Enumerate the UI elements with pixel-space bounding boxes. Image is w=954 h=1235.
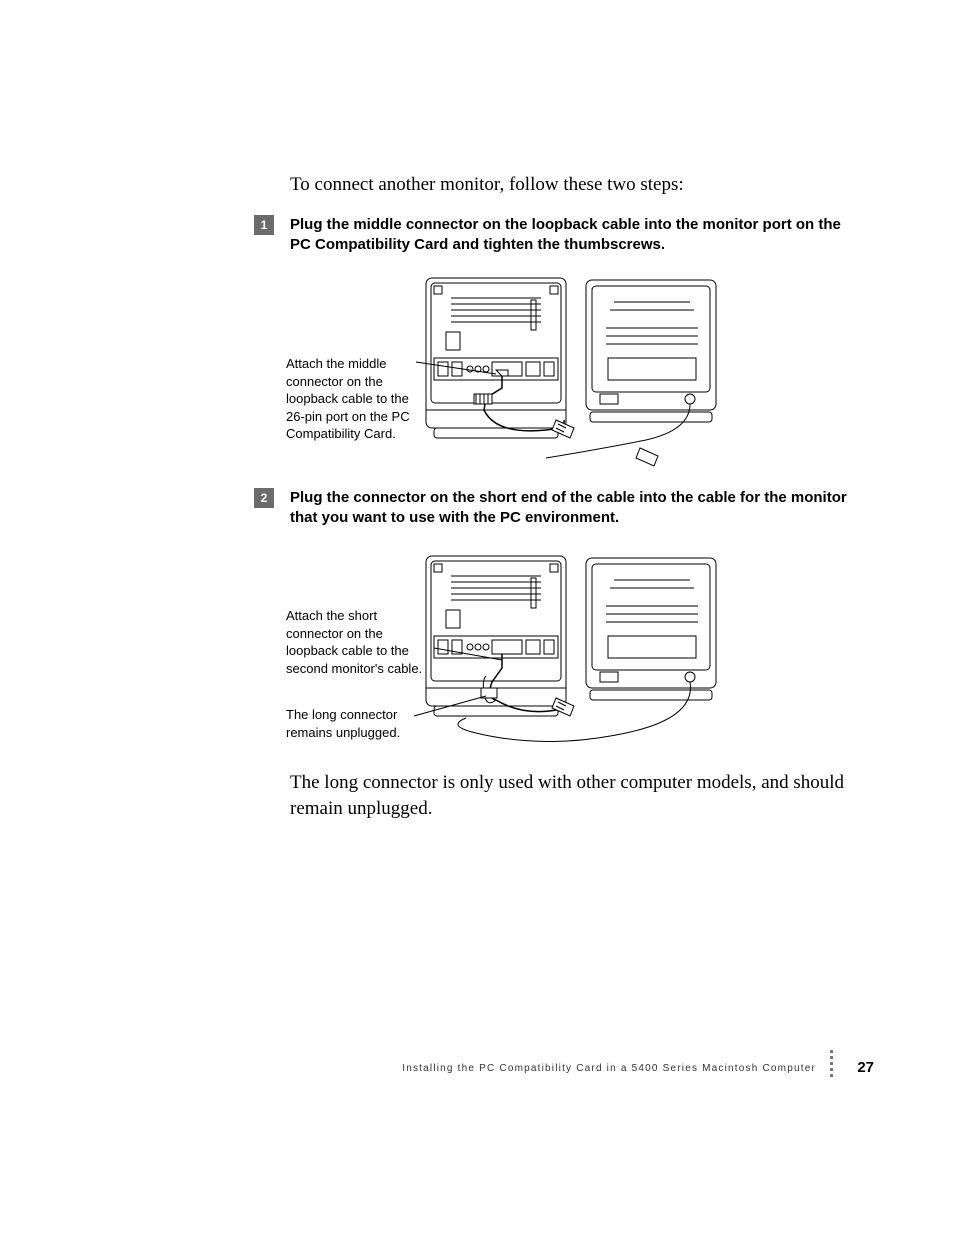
closing-text: The long connector is only used with oth… [290, 770, 850, 821]
step-1-number: 1 [254, 215, 274, 235]
figure-2-callout-top: Attach the short connector on the loopba… [286, 607, 436, 677]
footer-page-number: 27 [857, 1059, 874, 1076]
page: To connect another monitor, follow these… [0, 0, 954, 1235]
page-footer: Installing the PC Compatibility Card in … [0, 1059, 954, 1083]
footer-chapter-title: Installing the PC Compatibility Card in … [402, 1063, 816, 1074]
step-2-text: Plug the connector on the short end of t… [290, 488, 860, 529]
figure-2-callout-bottom: The long connector remains unplugged. [286, 706, 426, 741]
step-2-number: 2 [254, 488, 274, 508]
intro-text: To connect another monitor, follow these… [290, 174, 684, 196]
footer-dots-icon [828, 1047, 834, 1080]
step-1-text: Plug the middle connector on the loopbac… [290, 215, 850, 256]
figure-1-callout: Attach the middle connector on the loopb… [286, 355, 426, 443]
